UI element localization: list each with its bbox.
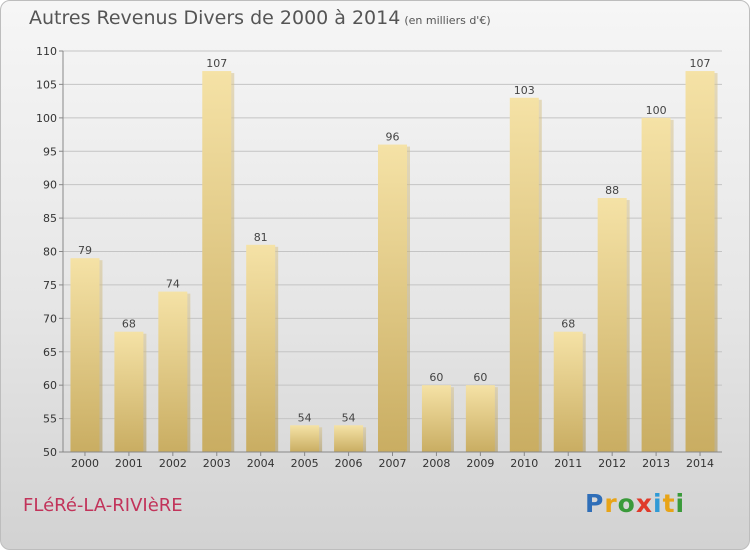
logo-letter: r: [604, 489, 618, 518]
x-tick-label: 2010: [510, 457, 538, 470]
bar: [202, 71, 232, 453]
x-tick-label: 2001: [115, 457, 143, 470]
logo-letter: i: [653, 489, 663, 518]
y-tick-label: 100: [36, 112, 57, 125]
chart-title-block: Autres Revenus Divers de 2000 à 2014 (en …: [29, 7, 491, 29]
x-tick-label: 2000: [71, 457, 99, 470]
bar-value-label: 96: [386, 131, 400, 144]
y-tick-label: 95: [43, 145, 57, 158]
bar: [685, 71, 715, 453]
bar: [158, 291, 188, 452]
chart-subtitle: (en milliers d'€): [404, 14, 491, 27]
bar: [553, 331, 583, 452]
bar-value-label: 103: [514, 84, 535, 97]
y-tick-label: 80: [43, 246, 57, 259]
bar-value-label: 100: [646, 104, 667, 117]
logo-letter: t: [662, 489, 676, 518]
commune-name: FLéRé-LA-RIVIèRE: [23, 495, 183, 516]
x-tick-label: 2003: [203, 457, 231, 470]
y-tick-label: 50: [43, 446, 57, 459]
x-tick-label: 2008: [422, 457, 450, 470]
x-tick-label: 2014: [686, 457, 714, 470]
bar: [290, 425, 320, 452]
bar-value-label: 60: [429, 371, 443, 384]
x-tick-label: 2013: [642, 457, 670, 470]
bar-value-label: 60: [473, 371, 487, 384]
bar-value-label: 81: [254, 231, 268, 244]
axes: 50 55 60 65 70 75 80 85 90 95 100 105 110 2000 2001 200…: [36, 45, 722, 470]
x-tick-label: 2004: [247, 457, 275, 470]
x-tick-label: 2011: [554, 457, 582, 470]
proxiti-logo: Proxiti: [585, 489, 685, 518]
bar-value-label: 107: [690, 57, 711, 70]
x-tick-label: 2006: [335, 457, 363, 470]
bar-value-label: 79: [78, 244, 92, 257]
y-tick-label: 65: [43, 346, 57, 359]
x-tick-label: 2012: [598, 457, 626, 470]
bars: 79 68 74 107 81 54 54 96 60 60 103 68 88 100 107: [70, 57, 718, 453]
bar-value-label: 88: [605, 184, 619, 197]
y-tick-label: 90: [43, 179, 57, 192]
y-tick-label: 105: [36, 78, 57, 91]
bar: [70, 258, 100, 452]
y-tick-label: 85: [43, 212, 57, 225]
bar: [334, 425, 364, 452]
bar-value-label: 54: [298, 411, 312, 424]
bar-value-label: 107: [206, 57, 227, 70]
logo-letter: P: [585, 489, 605, 518]
logo-letter: o: [617, 489, 636, 518]
y-tick-label: 55: [43, 413, 57, 426]
x-tick-label: 2009: [466, 457, 494, 470]
x-tick-label: 2002: [159, 457, 187, 470]
logo-letter: i: [675, 489, 686, 518]
bar-value-label: 68: [122, 318, 136, 331]
y-tick-label: 70: [43, 312, 57, 325]
bar: [465, 385, 495, 452]
bar: [114, 331, 144, 452]
chart-title: Autres Revenus Divers de 2000 à 2014: [29, 7, 401, 29]
bar-value-label: 74: [166, 278, 180, 291]
bar: [378, 144, 407, 453]
y-tick-label: 60: [43, 379, 57, 392]
bar-value-label: 54: [342, 411, 356, 424]
logo-letter: x: [635, 489, 653, 518]
bar-value-label: 68: [561, 318, 575, 331]
bar: [597, 198, 627, 452]
bar: [509, 97, 539, 453]
x-tick-label: 2005: [291, 457, 319, 470]
bar: [641, 117, 671, 452]
x-tick-label: 2007: [379, 457, 407, 470]
bar: [421, 385, 451, 452]
y-tick-label: 110: [36, 45, 57, 58]
bar: [246, 244, 276, 452]
y-tick-label: 75: [43, 279, 57, 292]
